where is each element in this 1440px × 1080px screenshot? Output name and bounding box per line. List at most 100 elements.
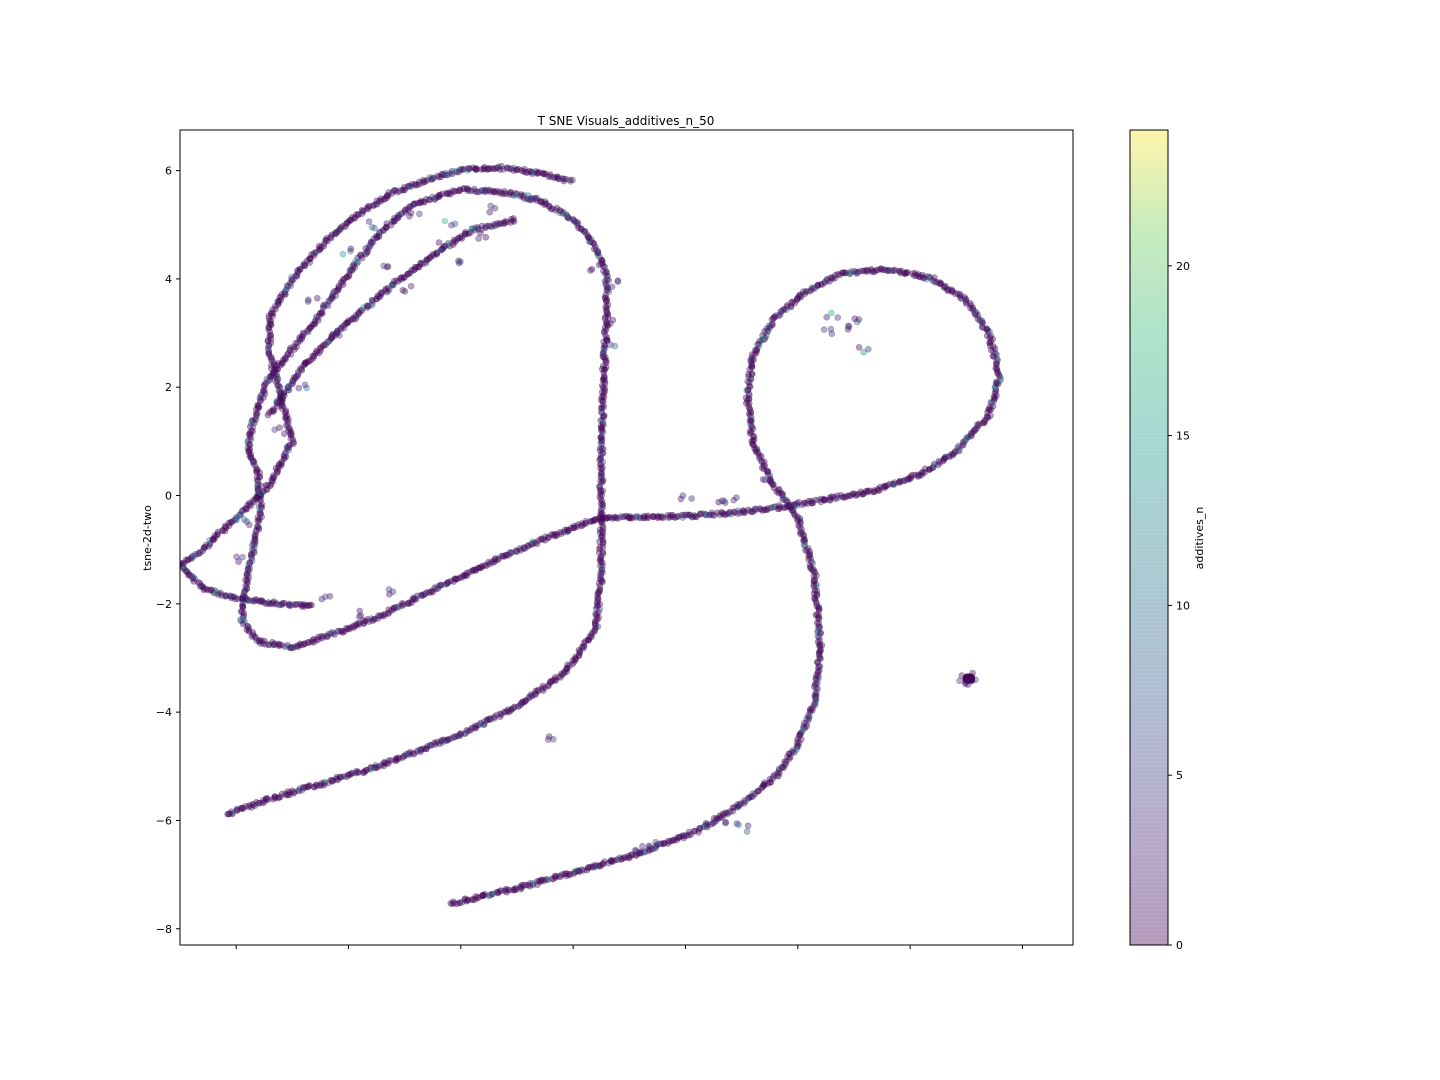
data-point (252, 527, 260, 534)
data-point (597, 488, 605, 496)
data-point (248, 550, 255, 558)
data-point (483, 562, 490, 570)
data-point (255, 402, 262, 410)
data-point (417, 199, 425, 206)
data-point (855, 316, 863, 323)
data-point (343, 273, 351, 281)
data-point (597, 434, 605, 442)
data-point (256, 639, 264, 647)
data-point (445, 190, 452, 197)
data-point (308, 323, 315, 331)
data-point (357, 251, 364, 259)
data-point (533, 194, 541, 202)
data-point (314, 317, 322, 324)
data-point (594, 249, 601, 257)
data-point (597, 505, 605, 512)
data-point (598, 404, 606, 412)
data-point (428, 587, 436, 595)
data-point (271, 366, 278, 373)
data-point (599, 421, 607, 429)
data-point (603, 286, 611, 294)
data-point (320, 304, 327, 312)
data-point (239, 620, 247, 628)
data-point (489, 187, 497, 195)
data-point (251, 540, 259, 548)
data-point (602, 291, 609, 299)
data-point (413, 592, 421, 600)
data-point (596, 483, 603, 490)
data-point (394, 214, 402, 222)
data-point (245, 624, 253, 632)
data-point (574, 222, 581, 229)
data-point (427, 589, 434, 596)
data-point (244, 444, 252, 452)
data-point (537, 197, 545, 205)
data-point (500, 190, 508, 198)
data-point (600, 372, 608, 380)
data-point (265, 641, 273, 648)
data-point (524, 195, 531, 203)
data-point (598, 393, 606, 401)
data-point (282, 354, 289, 361)
data-point (597, 470, 605, 478)
data-point (491, 558, 499, 565)
data-point (240, 516, 248, 523)
data-point (257, 482, 265, 490)
data-point (443, 580, 451, 588)
data-point (501, 188, 508, 195)
data-point (240, 612, 248, 620)
data-point (604, 314, 612, 321)
data-point (387, 221, 395, 229)
data-point (257, 391, 265, 399)
data-point (254, 517, 262, 525)
data-point (295, 384, 303, 392)
data-point (318, 308, 326, 316)
data-point (596, 486, 604, 494)
data-point (470, 566, 478, 574)
data-point (256, 469, 264, 477)
data-point (601, 378, 609, 385)
data-point (603, 333, 610, 341)
data-point (255, 637, 263, 645)
data-point (422, 590, 429, 597)
data-point (237, 607, 245, 615)
data-point (247, 436, 254, 443)
data-point (601, 344, 609, 352)
data-point (432, 585, 440, 593)
data-point (244, 437, 252, 444)
data-point (563, 211, 571, 219)
data-point (347, 266, 354, 273)
data-point (400, 600, 407, 608)
data-point (257, 490, 264, 498)
data-point (268, 638, 276, 646)
data-point (361, 250, 369, 257)
data-point (834, 314, 842, 321)
data-point (545, 203, 553, 211)
data-point (481, 186, 489, 194)
data-point (401, 207, 409, 214)
data-point (390, 606, 397, 613)
data-point (599, 445, 607, 453)
data-point (352, 257, 359, 265)
data-point (598, 449, 606, 457)
data-point (251, 633, 259, 640)
data-point (511, 190, 519, 197)
data-point (556, 209, 563, 217)
data-point (599, 500, 606, 508)
data-point (246, 559, 253, 566)
data-point (419, 592, 427, 599)
colorbar-label: additives_n (1193, 507, 1206, 570)
data-point (540, 201, 548, 208)
data-point (246, 429, 254, 437)
data-point (603, 319, 611, 326)
data-point (538, 198, 545, 206)
data-point (311, 320, 318, 328)
data-point (337, 627, 345, 635)
data-point (247, 551, 255, 558)
data-point (301, 640, 308, 648)
data-point (324, 633, 331, 640)
data-point (239, 604, 247, 611)
data-point (240, 596, 248, 604)
data-point (735, 821, 742, 829)
data-point (358, 254, 366, 262)
